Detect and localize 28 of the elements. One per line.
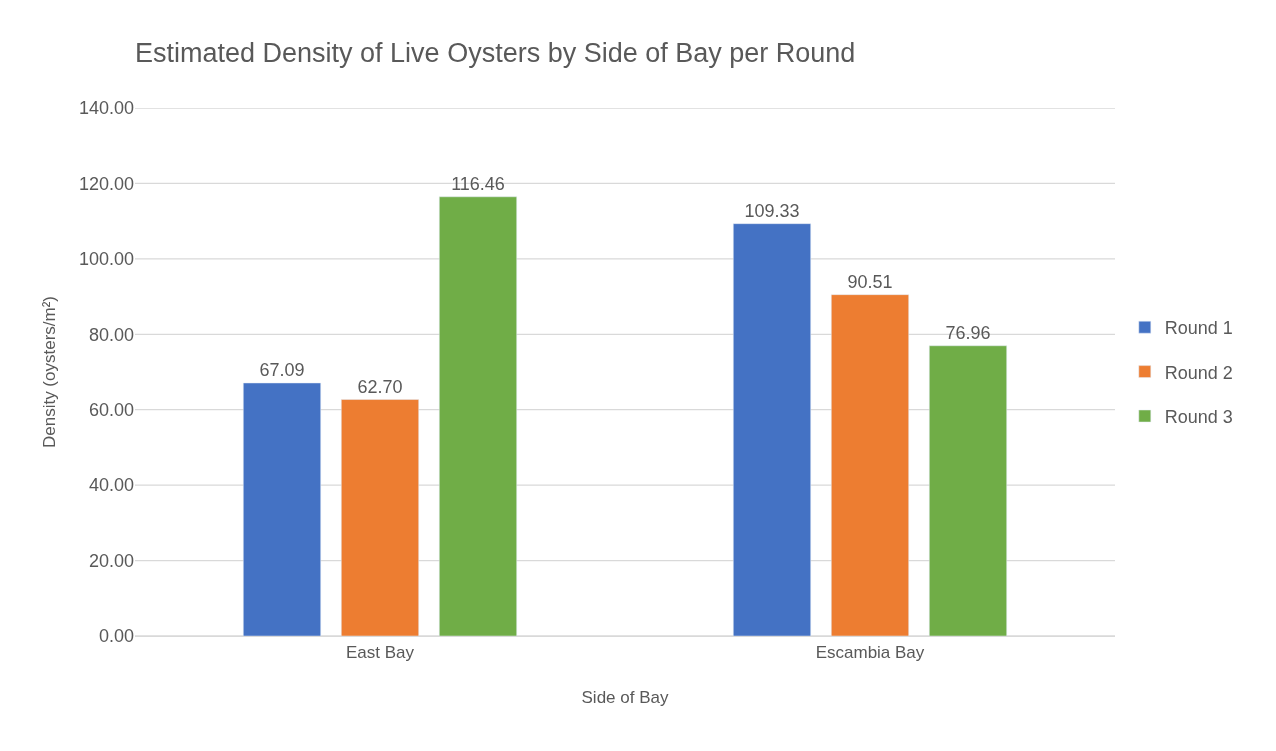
bar xyxy=(929,345,1007,636)
data-label: 90.51 xyxy=(847,271,893,292)
y-tick-label: 80.00 xyxy=(88,324,134,345)
y-tick-label: 0.00 xyxy=(98,626,134,647)
bar xyxy=(733,223,811,636)
bar xyxy=(243,382,321,636)
bar xyxy=(439,196,517,636)
bar xyxy=(831,294,909,636)
legend-label: Round 2 xyxy=(1164,362,1233,383)
bar xyxy=(341,399,419,636)
chart-title: Estimated Density of Live Oysters by Side of Bay per Round xyxy=(135,38,856,69)
legend-label: Round 3 xyxy=(1164,407,1233,428)
data-label: 109.33 xyxy=(744,200,800,221)
x-tick-label: Escambia Bay xyxy=(815,642,925,662)
y-tick-label: 20.00 xyxy=(88,550,134,571)
y-tick-label: 40.00 xyxy=(88,475,134,496)
x-axis-title: Side of Bay xyxy=(581,687,669,707)
y-tick-label: 60.00 xyxy=(88,400,134,421)
legend-label: Round 1 xyxy=(1164,318,1233,339)
y-tick-label: 140.00 xyxy=(78,98,134,119)
y-tick-label: 100.00 xyxy=(78,249,134,270)
data-label: 116.46 xyxy=(451,173,505,194)
x-tick-label: East Bay xyxy=(345,642,415,662)
data-label: 62.70 xyxy=(357,376,403,397)
data-label: 76.96 xyxy=(945,322,991,343)
y-tick-label: 120.00 xyxy=(78,173,134,194)
data-label: 67.09 xyxy=(259,359,305,380)
y-axis-title: Density (oysters/m²) xyxy=(40,295,60,449)
